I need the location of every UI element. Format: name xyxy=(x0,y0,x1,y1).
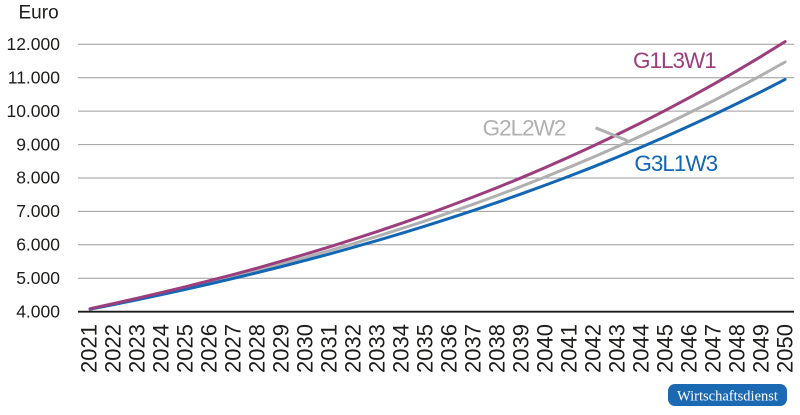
svg-text:2041: 2041 xyxy=(557,324,582,373)
svg-text:2048: 2048 xyxy=(725,324,750,373)
svg-text:2038: 2038 xyxy=(485,324,510,373)
svg-text:2049: 2049 xyxy=(749,324,774,373)
svg-text:2025: 2025 xyxy=(173,324,198,373)
svg-text:2037: 2037 xyxy=(461,324,486,373)
svg-text:2036: 2036 xyxy=(437,324,462,373)
svg-text:2032: 2032 xyxy=(341,324,366,373)
svg-text:G1L3W1: G1L3W1 xyxy=(633,48,716,73)
svg-text:2028: 2028 xyxy=(245,324,270,373)
svg-text:2023: 2023 xyxy=(125,324,150,373)
svg-text:7.000: 7.000 xyxy=(16,201,60,221)
svg-text:5.000: 5.000 xyxy=(16,268,60,288)
svg-text:2040: 2040 xyxy=(533,324,558,373)
svg-text:2033: 2033 xyxy=(365,324,390,373)
svg-text:2029: 2029 xyxy=(269,324,294,373)
svg-text:2035: 2035 xyxy=(413,324,438,373)
svg-text:2034: 2034 xyxy=(389,324,414,373)
svg-text:10.000: 10.000 xyxy=(6,101,60,121)
svg-text:12.000: 12.000 xyxy=(6,34,60,54)
svg-text:2047: 2047 xyxy=(701,324,726,373)
svg-text:2030: 2030 xyxy=(293,324,318,373)
svg-text:2026: 2026 xyxy=(197,324,222,373)
svg-text:2045: 2045 xyxy=(653,324,678,373)
svg-text:2044: 2044 xyxy=(629,324,654,373)
svg-text:Euro: Euro xyxy=(19,3,59,24)
svg-text:G2L2W2: G2L2W2 xyxy=(483,115,566,140)
svg-text:2042: 2042 xyxy=(581,324,606,373)
svg-text:2027: 2027 xyxy=(221,324,246,373)
svg-text:4.000: 4.000 xyxy=(16,301,60,321)
svg-text:Wirtschaftsdienst: Wirtschaftsdienst xyxy=(677,389,778,405)
svg-text:2024: 2024 xyxy=(149,324,174,373)
svg-text:6.000: 6.000 xyxy=(16,235,60,255)
svg-text:8.000: 8.000 xyxy=(16,168,60,188)
svg-text:2021: 2021 xyxy=(77,324,102,373)
svg-text:2022: 2022 xyxy=(101,324,126,373)
svg-text:2043: 2043 xyxy=(605,324,630,373)
svg-text:11.000: 11.000 xyxy=(8,67,60,87)
svg-text:2039: 2039 xyxy=(509,324,534,373)
svg-text:9.000: 9.000 xyxy=(16,134,60,154)
svg-text:2031: 2031 xyxy=(317,324,342,373)
svg-text:2050: 2050 xyxy=(773,324,798,373)
svg-text:2046: 2046 xyxy=(677,324,702,373)
svg-text:G3L1W3: G3L1W3 xyxy=(634,151,717,176)
